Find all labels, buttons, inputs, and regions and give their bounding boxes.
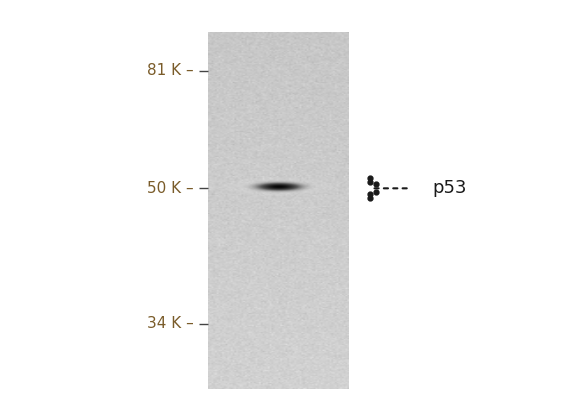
- Text: 81 K –: 81 K –: [147, 63, 194, 79]
- Text: p53: p53: [432, 179, 466, 197]
- Text: 50 K –: 50 K –: [147, 181, 194, 196]
- Text: 34 K –: 34 K –: [147, 316, 194, 332]
